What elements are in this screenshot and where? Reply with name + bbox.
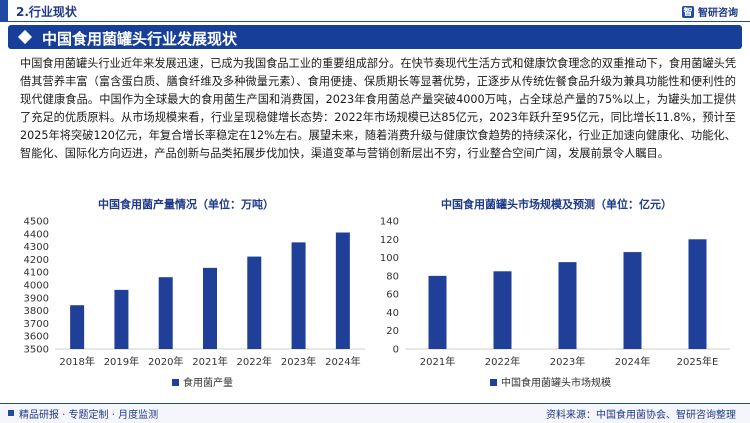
- y-tick-label: 140: [380, 217, 399, 228]
- x-tick-label: 2022年: [485, 355, 520, 368]
- legend-label: 食用菌产量: [183, 376, 233, 389]
- footer-accent: [8, 410, 14, 416]
- diamond-icon: [17, 29, 33, 45]
- intro-paragraph: 中国食用菌罐头行业近年来发展迅速，已成为我国食品工业的重要组成部分。在快节奏现代…: [20, 57, 737, 160]
- legend-swatch: [172, 379, 179, 386]
- x-tick-label: 2023年: [550, 355, 585, 368]
- market-size-bar-chart: 0 20 40 60 80 100 120 140 2021年 2022年 2023年 2024年 20…: [380, 217, 730, 389]
- bar: [335, 232, 350, 349]
- footer-tagline: 精品研报 · 专题定制 · 月度监测: [19, 410, 159, 421]
- bottom-bar: 精品研报 · 专题定制 · 月度监测 资料来源：中国食用菌协会、智研咨询整理: [0, 403, 750, 423]
- brand-name: 智研咨询: [698, 8, 738, 19]
- bar: [493, 271, 512, 349]
- legend-label: 中国食用菌罐头市场规模: [501, 376, 611, 389]
- brand-logo: 智 智研咨询: [682, 4, 738, 19]
- bar: [688, 239, 707, 349]
- chart1-title: 中国食用菌产量情况（单位：万吨）: [98, 198, 274, 211]
- y-tick-label: 100: [380, 253, 399, 264]
- y-tick-label: 20: [386, 326, 399, 337]
- bar: [114, 289, 129, 349]
- bar: [70, 305, 85, 349]
- legend: 中国食用菌罐头市场规模: [490, 376, 611, 389]
- bar: [203, 267, 217, 349]
- bar: [291, 242, 306, 349]
- title-banner: 中国食用菌罐头行业发展现状: [8, 25, 742, 49]
- y-tick-label: 3700: [24, 319, 49, 330]
- top-divider: [0, 21, 750, 22]
- page-title: 中国食用菌罐头行业发展现状: [42, 30, 238, 48]
- y-tick-label: 4500: [24, 217, 49, 228]
- x-tick-label: 2022年: [237, 355, 272, 368]
- y-tick-label: 40: [386, 308, 399, 319]
- y-tick-label: 4000: [24, 281, 49, 292]
- x-tick-label: 2020年: [148, 355, 183, 368]
- legend-swatch: [490, 379, 497, 386]
- y-tick-label: 3500: [24, 345, 49, 356]
- y-tick-label: 0: [393, 345, 399, 356]
- x-tick-label: 2023年: [281, 355, 316, 368]
- y-tick-label: 80: [386, 271, 399, 282]
- y-tick-label: 4200: [24, 255, 49, 266]
- x-tick-label: 2021年: [192, 355, 227, 368]
- brand-logo-icon: 智: [682, 5, 694, 18]
- y-tick-label: 4300: [24, 242, 49, 253]
- x-tick-label: 2024年: [615, 355, 650, 368]
- x-tick-label: 2019年: [104, 355, 139, 368]
- x-tick-label: 2021年: [420, 355, 455, 368]
- bar: [158, 277, 173, 349]
- bar: [428, 275, 447, 349]
- x-tick-label: 2025年E: [677, 355, 719, 368]
- bar: [558, 262, 577, 349]
- x-tick-label: 2018年: [59, 355, 94, 368]
- y-tick-label: 3800: [24, 306, 49, 317]
- y-tick-label: 120: [380, 235, 399, 246]
- y-tick-label: 60: [386, 290, 399, 301]
- source-note: 资料来源：中国食用菌协会、智研咨询整理: [546, 410, 736, 421]
- section-label: 2.行业现状: [16, 5, 77, 19]
- y-tick-label: 3600: [24, 332, 49, 343]
- chart2-title: 中国食用菌罐头市场规模及预测（单位：亿元）: [441, 198, 672, 211]
- bar: [623, 252, 642, 349]
- section-accent: [0, 0, 8, 22]
- top-bar: 2.行业现状 智 智研咨询: [0, 0, 750, 22]
- x-tick-label: 2024年: [325, 355, 360, 368]
- y-tick-label: 4400: [24, 229, 49, 240]
- legend: 食用菌产量: [172, 376, 233, 389]
- bar: [247, 256, 262, 349]
- y-tick-label: 3900: [24, 293, 49, 304]
- y-tick-label: 4100: [24, 268, 49, 279]
